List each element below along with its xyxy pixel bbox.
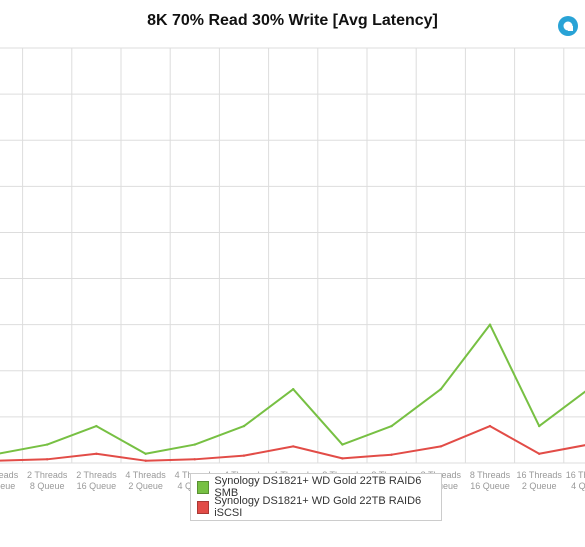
x-tick-label-10-line-0: 8 Threads (470, 470, 511, 480)
series-1-point-2 (95, 452, 98, 455)
x-tick-label-0: 2 Threads4 Queue (0, 470, 19, 491)
series-1-point-7 (341, 457, 344, 460)
x-tick-label-3: 4 Threads 2 Queue (125, 470, 166, 491)
series-1-point-6 (292, 445, 295, 448)
series-1-point-4 (193, 458, 196, 461)
legend-label-smb: Synology DS1821+ WD Gold 22TB RAID6 SMB (214, 475, 422, 499)
series-1-point-9 (439, 445, 442, 448)
x-tick-label-1-line-1: 8 Queue (30, 481, 65, 491)
x-tick-label-12: 16 Threads4 Queue (566, 470, 585, 491)
x-tick-label-0-line-0: 2 Threads (0, 470, 19, 480)
circle-logo-icon (558, 16, 578, 36)
series-1-point-10 (488, 424, 492, 428)
series-0-point-8 (390, 424, 393, 428)
series-0-point-11 (538, 424, 541, 428)
legend-swatch-iscsi (197, 500, 210, 514)
x-tick-label-2-line-0: 2 Threads (76, 470, 117, 480)
series-1-point-8 (390, 453, 393, 456)
grid-lines (0, 47, 585, 464)
series-0-point-4 (193, 443, 196, 446)
series-0-point-5 (242, 424, 246, 428)
series-lines (0, 323, 585, 462)
legend-item-smb[interactable]: Synology DS1821+ WD Gold 22TB RAID6 SMB (197, 475, 435, 499)
x-tick-label-2: 2 Threads 16 Queue (76, 470, 117, 491)
series-0-point-7 (341, 443, 344, 446)
series-1-point-11 (538, 452, 541, 455)
series-0-point-10 (488, 323, 492, 326)
series-line-1 (0, 425, 585, 462)
x-tick-label-1: 2 Threads 8 Queue (27, 470, 68, 491)
series-0-point-6 (292, 388, 295, 391)
series-0-point-2 (95, 424, 98, 428)
x-tick-label-12-line-0: 16 Threads (566, 470, 585, 480)
series-1-point-1 (46, 458, 49, 461)
legend: Synology DS1821+ WD Gold 22TB RAID6 SMB … (190, 473, 442, 521)
legend-swatch-smb (197, 480, 210, 494)
legend-label-iscsi: Synology DS1821+ WD Gold 22TB RAID6 iSCS… (214, 495, 422, 519)
series-1-point-5 (242, 454, 246, 457)
x-tick-label-3-line-0: 4 Threads (125, 470, 166, 480)
x-tick-label-3-line-1: 2 Queue (128, 481, 163, 491)
x-tick-label-0-line-1: 4 Queue (0, 481, 15, 491)
x-tick-label-10: 8 Threads 16 Queue (470, 470, 511, 491)
series-1-point-3 (144, 459, 147, 462)
series-0-point-9 (439, 388, 442, 391)
series-0-point-3 (144, 452, 147, 455)
legend-item-iscsi[interactable]: Synology DS1821+ WD Gold 22TB RAID6 iSCS… (197, 495, 435, 519)
x-tick-label-12-line-1: 4 Queue (571, 481, 585, 491)
x-tick-label-10-line-1: 16 Queue (470, 481, 510, 491)
x-tick-label-2-line-1: 16 Queue (77, 481, 117, 491)
x-tick-label-11-line-1: 2 Queue (522, 481, 557, 491)
x-tick-label-1-line-0: 2 Threads (27, 470, 68, 480)
x-tick-label-11-line-0: 16 Threads (517, 470, 563, 480)
series-0-point-1 (46, 443, 49, 446)
x-tick-label-11: 16 Threads 2 Queue (517, 470, 563, 491)
chart-title: 8K 70% Read 30% Write [Avg Latency] (147, 12, 438, 29)
